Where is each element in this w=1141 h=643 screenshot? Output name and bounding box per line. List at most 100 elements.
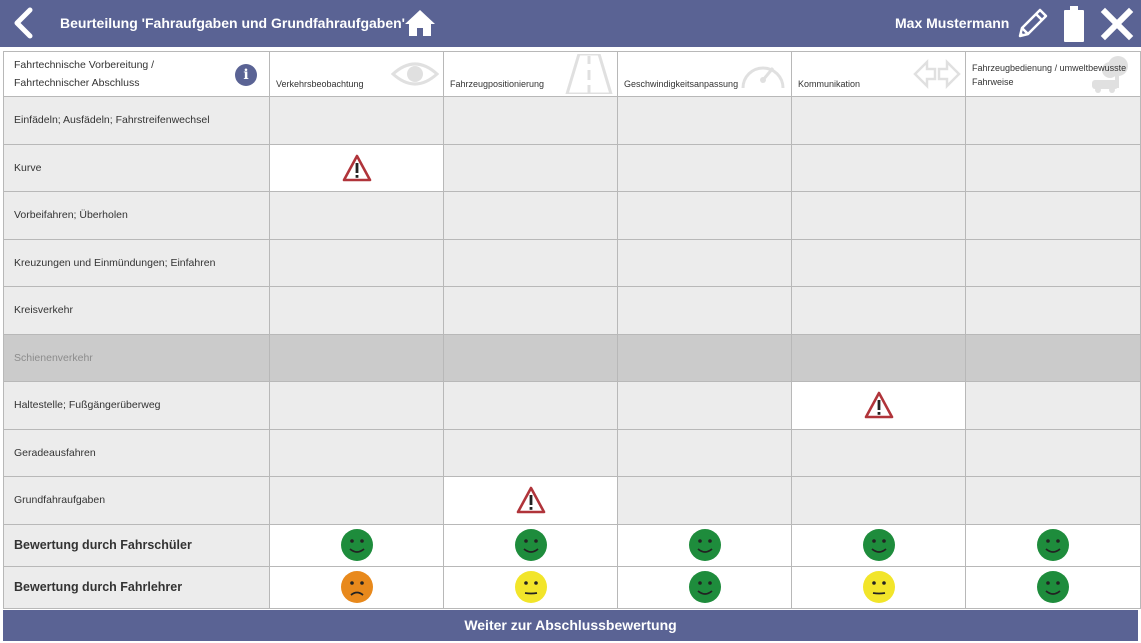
warning-icon[interactable]: [516, 486, 546, 514]
assessment-cell[interactable]: [617, 286, 792, 335]
assessment-cell[interactable]: [791, 286, 966, 335]
assessment-cell[interactable]: [269, 286, 444, 335]
assessment-cell[interactable]: [791, 238, 966, 287]
rating-cell[interactable]: [443, 523, 618, 567]
warning-icon[interactable]: [864, 391, 894, 419]
speedometer-icon: [741, 66, 785, 89]
assessment-cell[interactable]: [269, 476, 444, 525]
assessment-cell[interactable]: [791, 96, 966, 145]
assessment-cell[interactable]: [443, 143, 618, 192]
assessment-cell: [443, 333, 618, 382]
smiley-neutral-icon[interactable]: [514, 570, 548, 604]
rating-row: Bewertung durch Fahrschüler: [3, 523, 1141, 567]
rating-label: Bewertung durch Fahrschüler: [3, 523, 270, 567]
assessment-cell[interactable]: [443, 286, 618, 335]
top-bar: Beurteilung 'Fahraufgaben und Grundfahra…: [0, 0, 1141, 47]
smiley-good-icon[interactable]: [862, 528, 896, 562]
assessment-cell[interactable]: [617, 428, 792, 477]
row-label: Kreisverkehr: [3, 286, 270, 335]
assessment-cell[interactable]: [269, 428, 444, 477]
rating-cell[interactable]: [269, 523, 444, 567]
road-icon: [565, 54, 613, 94]
table-row: Kreisverkehr: [3, 286, 1141, 335]
row-label: Kurve: [3, 143, 270, 192]
assessment-cell[interactable]: [965, 96, 1141, 145]
assessment-cell[interactable]: [269, 238, 444, 287]
smiley-poor-icon[interactable]: [340, 570, 374, 604]
assessment-cell[interactable]: [965, 381, 1141, 430]
assessment-cell[interactable]: [791, 381, 966, 430]
assessment-cell[interactable]: [443, 428, 618, 477]
assessment-cell[interactable]: [443, 191, 618, 240]
smiley-good-icon[interactable]: [1036, 570, 1070, 604]
assessment-cell[interactable]: [791, 191, 966, 240]
assessment-cell[interactable]: [443, 381, 618, 430]
smiley-neutral-icon[interactable]: [862, 570, 896, 604]
pencil-icon[interactable]: [1014, 6, 1050, 42]
rating-cell[interactable]: [791, 565, 966, 609]
car-tree-icon: [1092, 56, 1128, 93]
assessment-cell[interactable]: [617, 476, 792, 525]
assessment-cell[interactable]: [269, 191, 444, 240]
assessment-cell[interactable]: [269, 96, 444, 145]
row-label: Grundfahraufgaben: [3, 476, 270, 525]
assessment-cell[interactable]: [791, 143, 966, 192]
smiley-good-icon[interactable]: [340, 528, 374, 562]
rating-cell[interactable]: [791, 523, 966, 567]
assessment-cell[interactable]: [965, 238, 1141, 287]
column-header-label: Geschwindigkeitsanpassung: [624, 79, 739, 89]
back-arrow-icon[interactable]: [8, 6, 42, 40]
close-icon[interactable]: [1100, 7, 1134, 41]
assessment-cell[interactable]: [443, 96, 618, 145]
rating-cell[interactable]: [443, 565, 618, 609]
assessment-cell[interactable]: [617, 381, 792, 430]
assessment-cell[interactable]: [965, 476, 1141, 525]
table-row: Schienenverkehr: [3, 333, 1141, 382]
column-header-label: Fahrzeugpositionierung: [450, 79, 545, 89]
assessment-cell[interactable]: [617, 96, 792, 145]
assessment-cell[interactable]: [791, 476, 966, 525]
assessment-cell[interactable]: [443, 476, 618, 525]
rating-cell[interactable]: [617, 523, 792, 567]
assessment-cell[interactable]: [443, 238, 618, 287]
assessment-cell: [791, 333, 966, 382]
eye-icon: [391, 62, 439, 86]
assessment-cell[interactable]: [269, 381, 444, 430]
warning-icon[interactable]: [342, 154, 372, 182]
column-header-kommunikation: Kommunikation: [791, 51, 966, 97]
assessment-cell[interactable]: [617, 191, 792, 240]
assessment-cell: [269, 333, 444, 382]
rating-cell[interactable]: [617, 565, 792, 609]
row-label: Haltestelle; Fußgängerüberweg: [3, 381, 270, 430]
corner-header-label: Fahrtechnische Vorbereitung / Fahrtechni…: [14, 59, 155, 89]
row-label: Kreuzungen und Einmündungen; Einfahren: [3, 238, 270, 287]
smiley-good-icon[interactable]: [514, 528, 548, 562]
battery-icon: [1064, 6, 1084, 42]
assessment-cell[interactable]: [965, 143, 1141, 192]
assessment-cell[interactable]: [791, 428, 966, 477]
rating-cell[interactable]: [965, 523, 1141, 567]
header-row: Fahrtechnische Vorbereitung / Fahrtechni…: [3, 51, 1141, 97]
assessment-cell[interactable]: [617, 143, 792, 192]
assessment-cell[interactable]: [965, 191, 1141, 240]
assessment-cell[interactable]: [617, 238, 792, 287]
assessment-cell[interactable]: [269, 143, 444, 192]
info-icon[interactable]: i: [235, 64, 257, 86]
table-row: Grundfahraufgaben: [3, 476, 1141, 525]
assessment-cell[interactable]: [965, 428, 1141, 477]
row-label: Schienenverkehr: [3, 333, 270, 382]
home-icon[interactable]: [403, 8, 437, 38]
assessment-cell[interactable]: [965, 286, 1141, 335]
smiley-good-icon[interactable]: [1036, 528, 1070, 562]
column-header-label: Verkehrsbeobachtung: [276, 79, 364, 89]
table-row: Geradeausfahren: [3, 428, 1141, 477]
column-header-label: Kommunikation: [798, 79, 861, 89]
table-row: Vorbeifahren; Überholen: [3, 191, 1141, 240]
rating-cell[interactable]: [269, 565, 444, 609]
rating-cell[interactable]: [965, 565, 1141, 609]
smiley-good-icon[interactable]: [688, 528, 722, 562]
user-name: Max Mustermann: [895, 15, 1010, 31]
smiley-good-icon[interactable]: [688, 570, 722, 604]
table-row: Kreuzungen und Einmündungen; Einfahren: [3, 238, 1141, 287]
continue-button[interactable]: Weiter zur Abschlussbewertung: [3, 610, 1138, 641]
